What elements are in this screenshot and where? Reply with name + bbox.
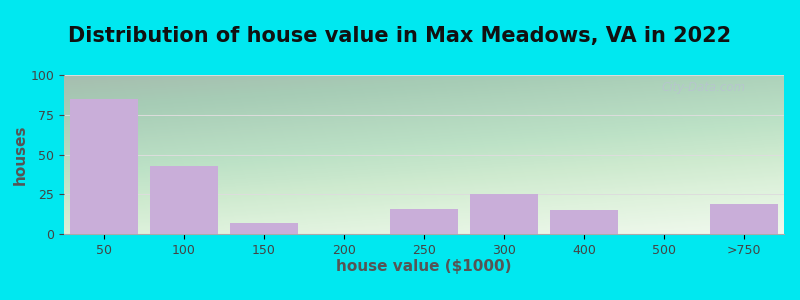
Y-axis label: houses: houses [13, 124, 28, 185]
Text: Distribution of house value in Max Meadows, VA in 2022: Distribution of house value in Max Meado… [69, 26, 731, 46]
Bar [710, 204, 778, 234]
Text: City-Data.com: City-Data.com [662, 81, 746, 94]
Bar [150, 166, 218, 234]
Bar [70, 99, 138, 234]
Bar [470, 194, 538, 234]
Bar [550, 210, 618, 234]
Bar [230, 223, 298, 234]
X-axis label: house value ($1000): house value ($1000) [336, 260, 512, 274]
Bar [390, 208, 458, 234]
